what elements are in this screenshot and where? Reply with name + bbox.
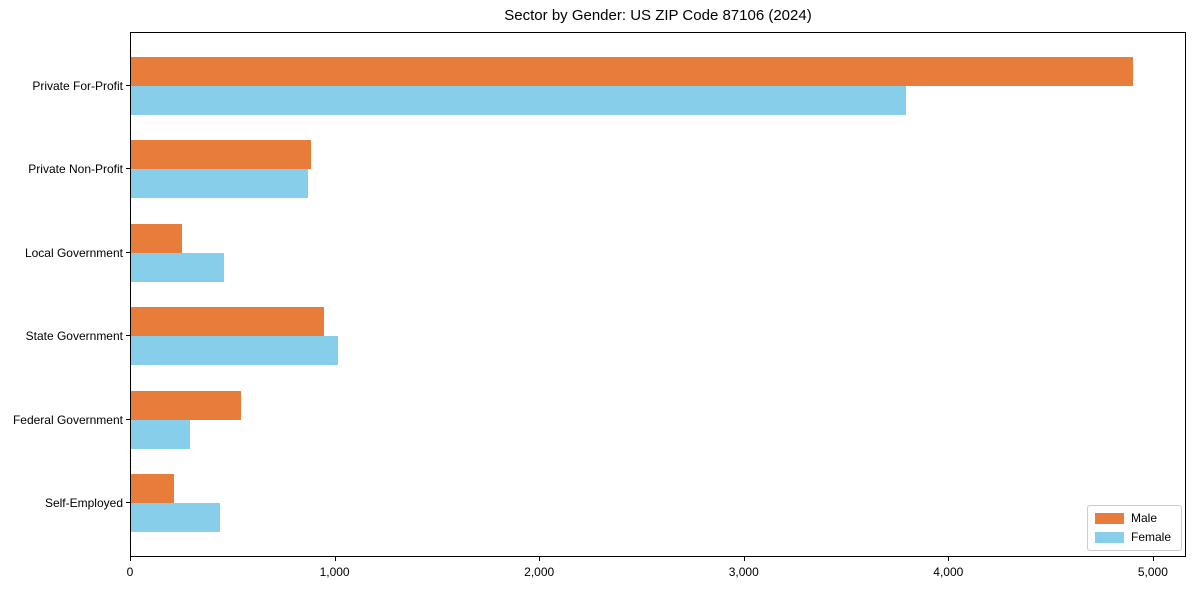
bar-male-federal-government [131,391,242,420]
y-tick-label-private-for-profit: Private For-Profit [32,79,123,93]
x-tick-mark [1152,557,1154,561]
y-tick-mark [126,335,130,336]
x-tick-label-0: 0 [126,565,134,579]
bar-male-local-government [131,224,183,253]
bar-male-private-non-profit [131,140,312,169]
y-axis-labels: Private For-Profit Private Non-Profit Loca… [0,32,123,557]
bar-male-private-for-profit [131,57,1134,86]
y-tick-mark [126,85,130,86]
y-tick-label-state-government: State Government [25,329,123,343]
y-tick-mark [126,419,130,420]
bar-female-private-for-profit [131,86,907,115]
bar-female-state-government [131,336,338,365]
x-tick-mark [334,557,336,561]
y-tick-label-private-non-profit: Private Non-Profit [28,162,123,176]
bar-male-state-government [131,307,325,336]
y-tick-label-federal-government: Federal Government [12,413,123,427]
x-tick-mark [743,557,745,561]
bar-female-federal-government [131,420,191,449]
x-tick-label-5000: 5,000 [1137,565,1168,579]
x-tick-label-3000: 3,000 [728,565,759,579]
x-tick-mark [130,557,131,561]
legend-entry-male: Male [1094,511,1171,525]
legend-label-female: Female [1130,530,1171,544]
bar-female-local-government [131,253,225,282]
legend-swatch-female [1094,532,1124,543]
x-axis-ticks: 0 1,000 2,000 3,000 4,000 5,000 [126,557,1186,587]
x-tick-label-2000: 2,000 [524,565,555,579]
y-tick-mark [126,168,130,169]
bar-female-private-non-profit [131,169,308,198]
x-tick-label-4000: 4,000 [933,565,964,579]
chart-title: Sector by Gender: US ZIP Code 87106 (202… [504,7,812,24]
y-tick-label-self-employed: Self-Employed [44,496,123,510]
legend-entry-female: Female [1094,530,1171,544]
legend-label-male: Male [1130,511,1157,525]
y-tick-mark [126,502,130,503]
x-tick-label-1000: 1,000 [319,565,350,579]
y-tick-mark [126,252,130,253]
y-tick-label-local-government: Local Government [24,246,123,260]
plot-area: Male Female [130,32,1186,557]
x-tick-mark [948,557,950,561]
x-tick-mark [539,557,541,561]
legend-swatch-male [1094,513,1124,524]
legend: Male Female [1086,505,1182,551]
bar-male-self-employed [131,474,174,503]
bar-female-self-employed [131,503,220,532]
